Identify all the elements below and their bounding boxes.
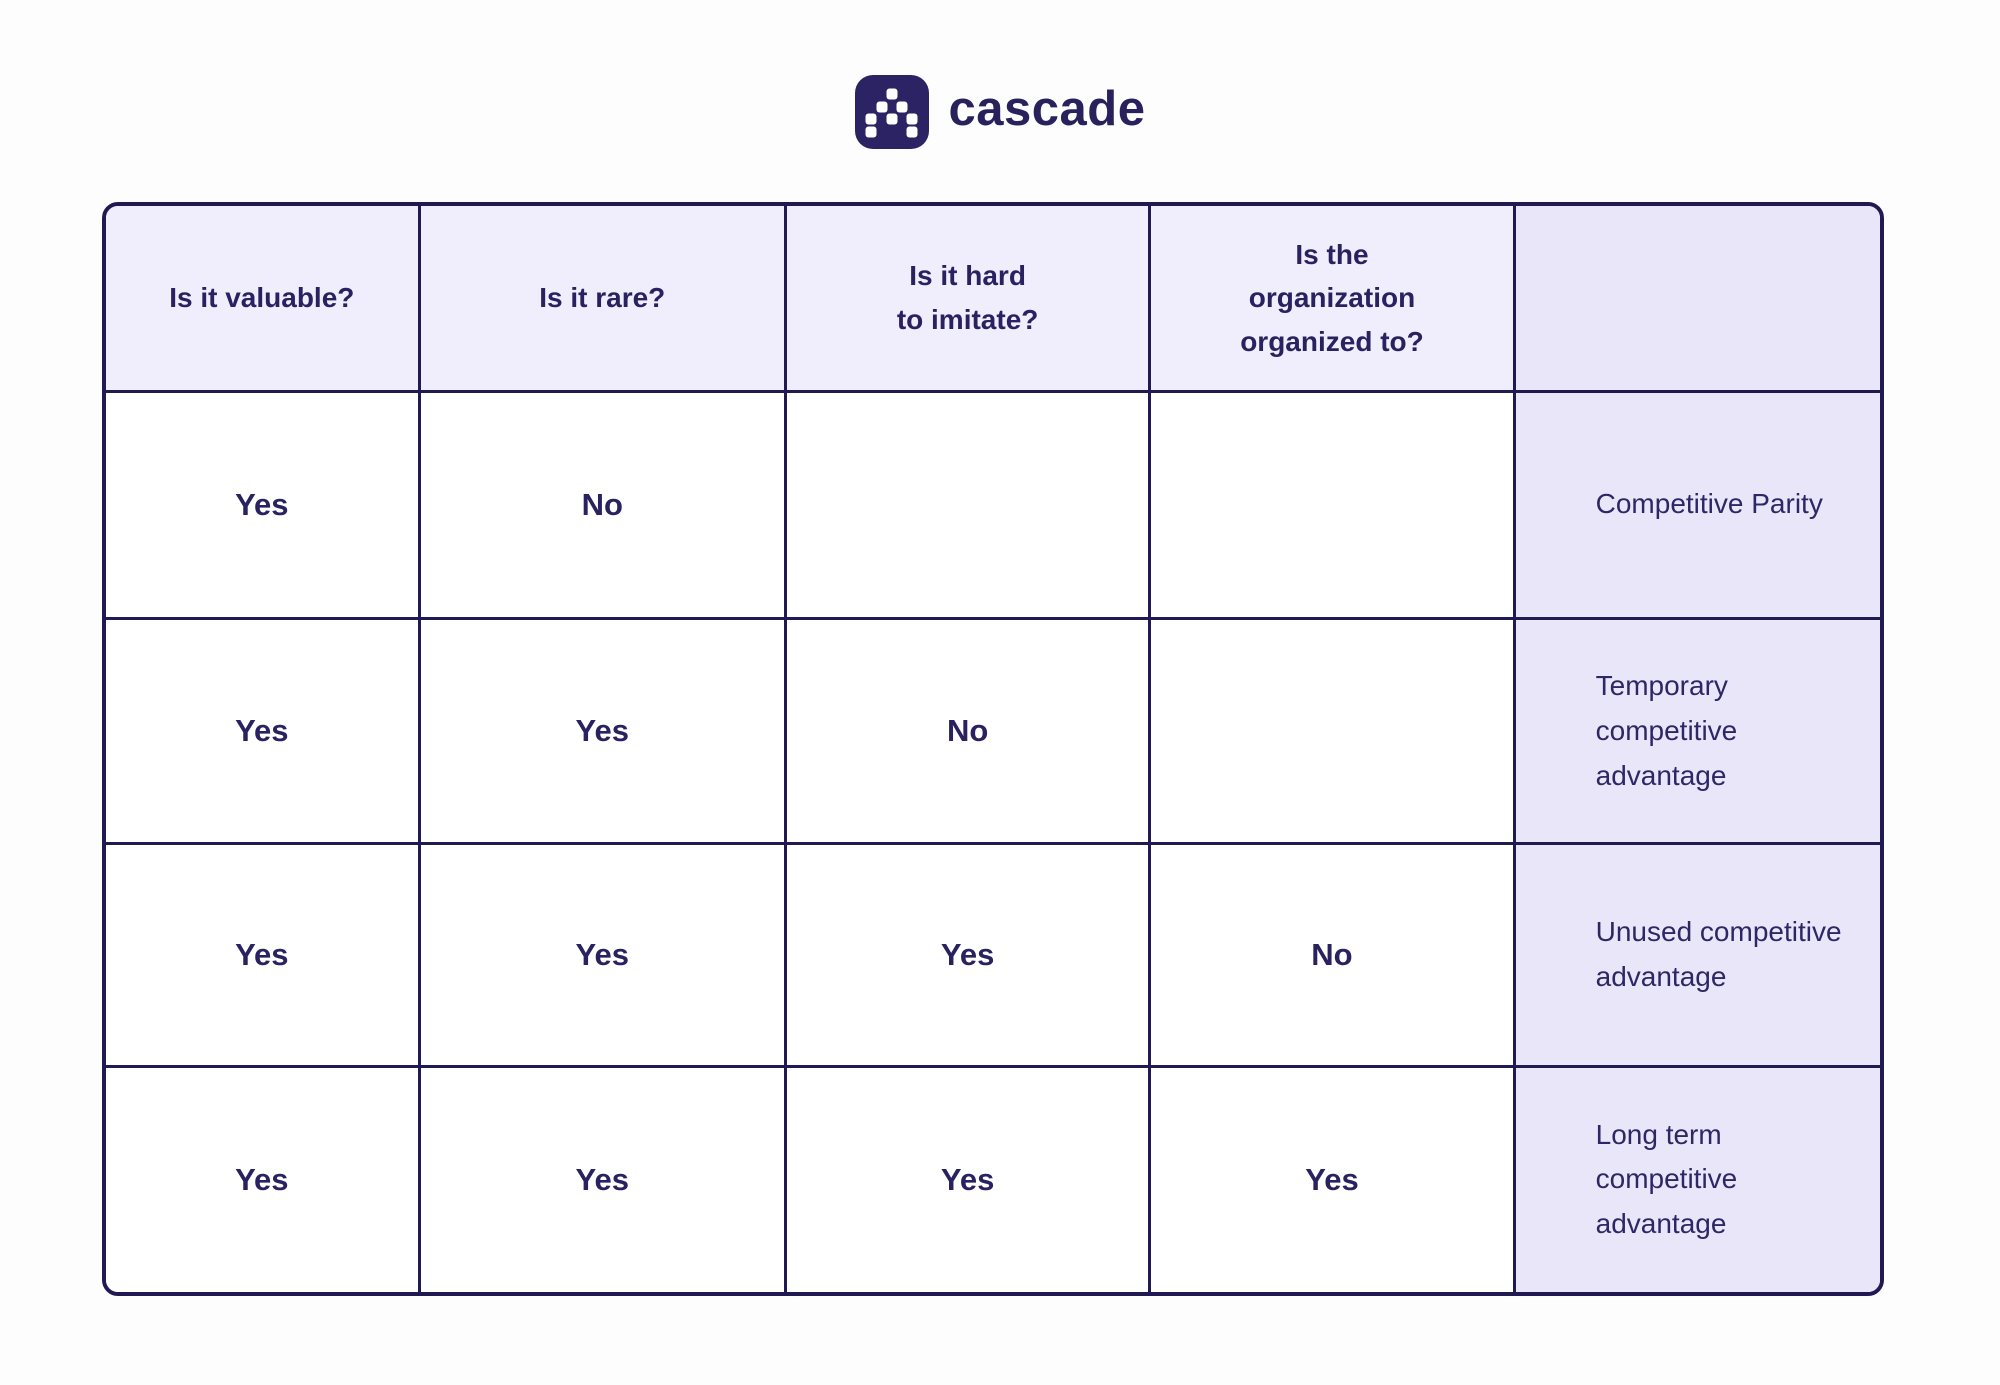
table-cell: Yes xyxy=(1151,1067,1516,1292)
table-cell: Yes xyxy=(786,1067,1152,1292)
logo-dot xyxy=(876,101,888,113)
column-header-valuable: Is it valuable? xyxy=(106,206,421,393)
result-cell: Unused competitive advantage xyxy=(1515,845,1880,1068)
result-cell: Competitive Parity xyxy=(1515,392,1880,620)
logo-dot xyxy=(896,101,907,113)
brand-name: cascade xyxy=(948,81,1146,136)
table-cell: Yes xyxy=(106,845,421,1068)
result-label: Competitive Parity xyxy=(1595,488,1823,520)
column-header-imitate: Is it hard to imitate? xyxy=(786,206,1152,393)
logo-dot xyxy=(886,88,898,100)
result-cell: Long term competitive advantage xyxy=(1515,1067,1880,1292)
table-cell: Yes xyxy=(420,845,787,1068)
brand-header: cascade xyxy=(0,74,2000,150)
table-cell: No xyxy=(1151,845,1516,1068)
column-header-rare: Is it rare? xyxy=(420,206,787,393)
result-label: Unused competitive advantage xyxy=(1595,916,1842,992)
table-cell: No xyxy=(420,392,787,620)
result-label: Long term competitive advantage xyxy=(1595,1118,1738,1240)
logo-dot xyxy=(865,113,877,125)
column-header-result xyxy=(1515,206,1880,393)
table-cell xyxy=(1151,619,1516,846)
table-cell xyxy=(786,392,1152,620)
table-cell: Yes xyxy=(786,845,1152,1068)
vrio-table: Is it valuable? Is it rare? Is it hard t… xyxy=(102,202,1884,1296)
logo-dot xyxy=(886,113,898,125)
cascade-dots-icon xyxy=(854,75,929,149)
table-cell: Yes xyxy=(420,619,787,846)
logo-dot xyxy=(865,126,877,138)
table-cell xyxy=(1151,392,1516,620)
result-label: Temporary competitive advantage xyxy=(1595,669,1738,791)
table-cell: Yes xyxy=(420,1067,787,1292)
table-cell: Yes xyxy=(106,1067,421,1292)
table-cell: Yes xyxy=(106,392,421,620)
logo-dot xyxy=(906,126,918,138)
column-header-organized: Is the organization organized to? xyxy=(1151,206,1516,393)
table-cell: No xyxy=(786,619,1152,846)
result-cell: Temporary competitive advantage xyxy=(1515,619,1880,846)
logo-dot xyxy=(906,113,918,125)
table-cell: Yes xyxy=(106,619,421,846)
